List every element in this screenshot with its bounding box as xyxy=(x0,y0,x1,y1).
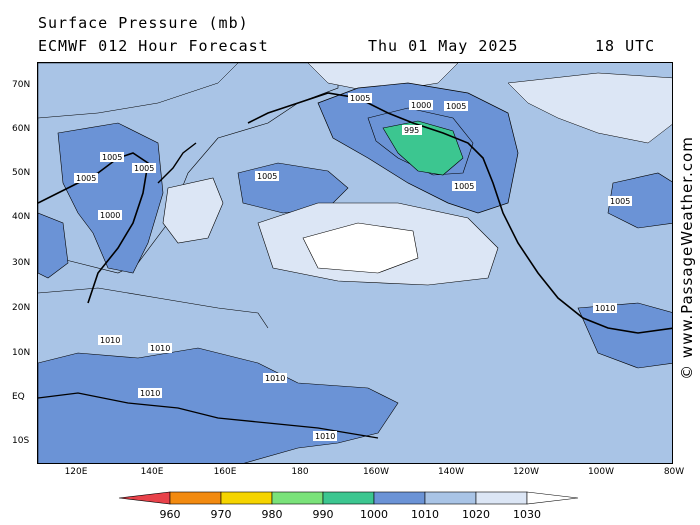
lat-label-10s: 10S xyxy=(12,436,30,446)
lon-label-120w: 120W xyxy=(512,467,540,477)
high-canada xyxy=(507,72,672,144)
coastline-asia xyxy=(38,152,149,304)
lon-label-180: 180 xyxy=(291,467,309,477)
colorbar-segments xyxy=(118,491,579,505)
colorbar-tick: 970 xyxy=(210,508,232,521)
isobar-label: 1010 xyxy=(595,304,615,313)
colorbar-tick: 980 xyxy=(261,508,283,521)
colorbar-bin xyxy=(475,491,528,505)
isobar-label: 1000 xyxy=(411,101,431,110)
lon-label-100w: 100W xyxy=(587,467,615,477)
isobar-label: 995 xyxy=(404,126,419,135)
watermark-text: © www.PassageWeather.com xyxy=(678,136,696,380)
colorbar-bin xyxy=(220,491,273,505)
colorbar-tick: 1030 xyxy=(513,508,541,521)
isobar-label: 1010 xyxy=(265,374,285,383)
isobar-1010-central-america xyxy=(577,302,672,369)
high-1025-west xyxy=(162,177,224,244)
colorbar-bin xyxy=(373,491,426,505)
lon-label-140w: 140W xyxy=(437,467,465,477)
isobar-label: 1010 xyxy=(140,389,160,398)
isobar-label: 1010 xyxy=(315,432,335,441)
lon-label-120e: 120E xyxy=(64,467,88,477)
lat-label-20n: 20N xyxy=(12,303,31,313)
lat-label-10n: 10N xyxy=(12,348,31,358)
isobar-label: 1005 xyxy=(610,197,630,206)
colorbar-bin xyxy=(118,491,171,505)
colorbar-bin xyxy=(169,491,222,505)
colorbar-tick: 1000 xyxy=(360,508,388,521)
isobar-label: 1005 xyxy=(102,153,122,162)
map-title: Surface Pressure (mb) xyxy=(38,14,249,32)
lon-label-140e: 140E xyxy=(140,467,164,477)
lat-label-eq: EQ xyxy=(12,392,25,402)
isobar-label: 1005 xyxy=(134,164,154,173)
isobar-1015 xyxy=(38,287,269,329)
colorbar-tick: 960 xyxy=(159,508,181,521)
isobar-label: 1010 xyxy=(100,336,120,345)
lon-label-160w: 160W xyxy=(362,467,390,477)
coastline-kamchatka xyxy=(157,142,197,184)
watermark: © www.PassageWeather.com xyxy=(676,48,698,468)
forecast-date: Thu 01 May 2025 xyxy=(368,37,519,55)
isobar-label: 1010 xyxy=(150,344,170,353)
colorbar-tick: 1010 xyxy=(411,508,439,521)
low-1005-japan xyxy=(57,122,164,274)
colorbar-bin xyxy=(424,491,477,505)
colorbar-bin xyxy=(526,491,579,505)
isobar-label: 1005 xyxy=(454,182,474,191)
isobar-label: 1005 xyxy=(446,102,466,111)
pressure-map-svg: 1005 1005 1000 1005 1005 1005 1000 1005 … xyxy=(38,63,672,463)
lon-label-80w: 80W xyxy=(663,467,685,477)
isobar-label: 1005 xyxy=(257,172,277,181)
coastline-indonesia xyxy=(38,392,379,439)
colorbar-tick: 990 xyxy=(312,508,334,521)
lat-label-50n: 50N xyxy=(12,168,31,178)
isobar-label: 1005 xyxy=(76,174,96,183)
lat-label-60n: 60N xyxy=(12,124,31,134)
map-subtitle: ECMWF 012 Hour Forecast xyxy=(38,37,269,55)
forecast-time: 18 UTC xyxy=(595,37,656,55)
low-1005-china xyxy=(38,212,69,279)
coastline-north-america xyxy=(247,92,672,334)
low-1005-east-us xyxy=(607,172,672,229)
colorbar-tick: 1020 xyxy=(462,508,490,521)
colorbar-bin xyxy=(322,491,375,505)
colorbar xyxy=(118,491,579,505)
lon-label-160e: 160E xyxy=(213,467,237,477)
lat-label-30n: 30N xyxy=(12,258,31,268)
isobar-1010-tropics xyxy=(38,347,399,463)
high-1030-central xyxy=(302,222,419,274)
isobar-label: 1000 xyxy=(100,211,120,220)
lat-label-40n: 40N xyxy=(12,212,31,222)
isobar-labels: 1005 1005 1000 1005 1005 1005 1000 1005 … xyxy=(74,93,632,441)
isobar-label: 1005 xyxy=(350,94,370,103)
isobar-arctic xyxy=(38,63,239,119)
colorbar-bin xyxy=(271,491,324,505)
lat-label-70n: 70N xyxy=(12,80,31,90)
pressure-map: 1005 1005 1000 1005 1005 1005 1000 1005 … xyxy=(37,62,673,464)
